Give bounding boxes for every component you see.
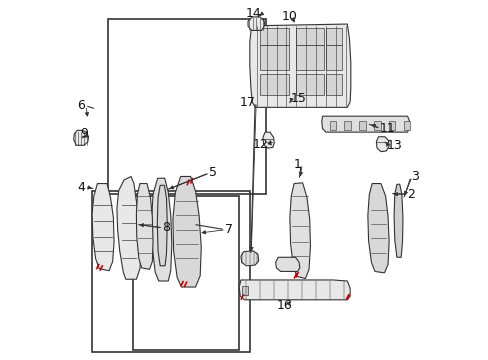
Bar <box>92 191 249 352</box>
Text: 14: 14 <box>245 7 261 20</box>
Text: 2: 2 <box>407 188 415 201</box>
Polygon shape <box>393 184 402 257</box>
Text: 1: 1 <box>293 158 301 171</box>
Polygon shape <box>151 178 171 281</box>
Bar <box>329 121 335 130</box>
Bar <box>295 28 324 45</box>
Bar <box>325 45 341 70</box>
Bar <box>108 19 265 194</box>
Bar <box>295 45 324 70</box>
Text: 8: 8 <box>162 221 170 234</box>
Polygon shape <box>275 257 299 271</box>
Polygon shape <box>367 184 388 273</box>
Bar <box>403 121 409 130</box>
Polygon shape <box>239 280 349 300</box>
Text: 15: 15 <box>290 92 306 105</box>
Text: 13: 13 <box>386 139 402 152</box>
Bar <box>260 45 288 70</box>
Bar <box>325 28 341 45</box>
Text: 10: 10 <box>282 10 297 23</box>
Polygon shape <box>321 116 408 132</box>
Bar <box>241 286 247 295</box>
Bar <box>133 196 239 350</box>
Bar <box>295 74 324 95</box>
Bar <box>260 74 288 95</box>
Text: 7: 7 <box>224 223 232 236</box>
Text: 5: 5 <box>209 166 217 179</box>
Polygon shape <box>92 184 114 271</box>
Polygon shape <box>247 17 264 31</box>
Polygon shape <box>143 230 150 253</box>
Polygon shape <box>263 132 274 148</box>
Polygon shape <box>376 137 388 152</box>
Polygon shape <box>157 185 167 266</box>
Polygon shape <box>241 251 258 266</box>
Text: 4: 4 <box>77 181 85 194</box>
Text: 16: 16 <box>277 299 292 312</box>
Text: 9: 9 <box>81 127 88 140</box>
Bar <box>344 121 350 130</box>
Bar <box>325 74 341 95</box>
Bar <box>260 28 288 45</box>
Text: 12: 12 <box>252 138 268 151</box>
Polygon shape <box>289 183 310 279</box>
Polygon shape <box>136 184 153 269</box>
Bar <box>373 121 380 130</box>
Bar <box>388 121 395 130</box>
Polygon shape <box>117 176 142 279</box>
Text: 11: 11 <box>379 122 395 135</box>
Polygon shape <box>74 130 88 145</box>
Text: 17: 17 <box>239 95 255 108</box>
Bar <box>359 121 365 130</box>
Polygon shape <box>249 24 350 107</box>
Polygon shape <box>173 176 201 287</box>
Text: 6: 6 <box>77 99 85 112</box>
Text: 3: 3 <box>410 170 418 183</box>
